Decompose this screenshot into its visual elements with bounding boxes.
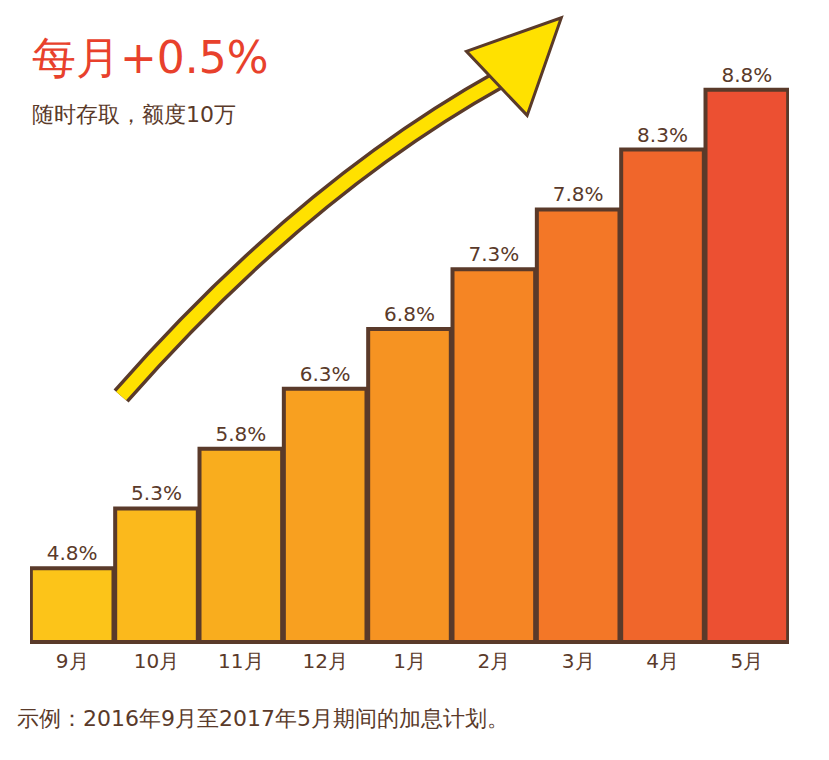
svg-text:6.3%: 6.3% [300, 362, 351, 386]
svg-text:1月: 1月 [393, 649, 426, 673]
svg-text:3月: 3月 [562, 649, 595, 673]
svg-text:7.3%: 7.3% [468, 242, 519, 266]
svg-text:5.8%: 5.8% [215, 422, 266, 446]
svg-text:11月: 11月 [218, 649, 263, 673]
svg-text:6.8%: 6.8% [384, 302, 435, 326]
svg-text:4.8%: 4.8% [47, 541, 98, 565]
svg-text:8.8%: 8.8% [721, 63, 772, 87]
svg-text:5月: 5月 [730, 649, 763, 673]
svg-text:7.8%: 7.8% [553, 182, 604, 206]
svg-text:随时存取，额度10万: 随时存取，额度10万 [32, 102, 236, 127]
svg-text:5.3%: 5.3% [131, 481, 182, 505]
svg-text:10月: 10月 [134, 649, 179, 673]
svg-text:每月+0.5%: 每月+0.5% [32, 32, 269, 83]
svg-text:示例：2016年9月至2017年5月期间的加息计划。: 示例：2016年9月至2017年5月期间的加息计划。 [17, 706, 509, 731]
svg-text:4月: 4月 [646, 649, 679, 673]
svg-text:9月: 9月 [56, 649, 89, 673]
svg-text:8.3%: 8.3% [637, 123, 688, 147]
svg-text:12月: 12月 [302, 649, 347, 673]
svg-text:2月: 2月 [477, 649, 510, 673]
